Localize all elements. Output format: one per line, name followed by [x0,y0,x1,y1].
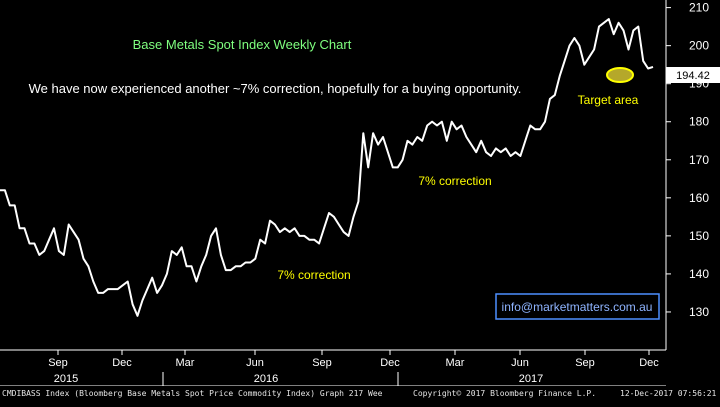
x-axis-ticks: Sep Dec Mar Jun Sep Dec Mar Jun Sep Dec [48,350,659,386]
year-label-2016: 2016 [254,373,278,385]
y-tick-label: 160 [689,191,709,205]
x-tick-label: Sep [48,357,68,369]
y-tick-label: 170 [689,153,709,167]
x-tick-label: Mar [176,357,195,369]
footer-timestamp: 12-Dec-2017 07:56:21 [620,389,717,398]
x-tick-label: Jun [246,357,264,369]
plot-background [0,0,666,350]
footer-copyright: Copyright© 2017 Bloomberg Finance L.P. [413,389,597,398]
chart-subtitle: We have now experienced another ~7% corr… [29,81,522,96]
x-tick-label: Sep [312,357,332,369]
y-tick-label: 140 [689,267,709,281]
last-value-box [666,67,720,83]
x-tick-label: Jun [511,357,529,369]
website-box [495,293,660,320]
y-tick-label: 180 [689,115,709,129]
x-tick-label: Dec [380,357,400,369]
x-tick-label: Dec [639,357,659,369]
y-tick-label: 130 [689,305,709,319]
annotation-correction-2016: 7% correction [277,268,350,282]
x-tick-label: Dec [112,357,132,369]
year-label-2017: 2017 [519,373,543,385]
target-area-ellipse [606,67,634,83]
x-tick-label: Sep [575,357,595,369]
y-tick-label: 200 [689,39,709,53]
y-tick-label: 150 [689,229,709,243]
chart-title: Base Metals Spot Index Weekly Chart [133,37,352,52]
series-line [0,18,654,317]
annotation-correction-2017: 7% correction [418,174,491,188]
website-label: info@marketmatters.com.au [502,300,653,314]
footer-bar: CMDIBASS Index (Bloomberg Base Metals Sp… [0,386,720,402]
year-label-2015: 2015 [54,373,78,385]
x-tick-label: Mar [446,357,465,369]
footer-source: CMDIBASS Index (Bloomberg Base Metals Sp… [2,389,383,398]
y-tick-label: 210 [689,1,709,15]
last-value-label: 194.42 [676,70,710,82]
annotation-target-area: Target area [578,93,639,107]
